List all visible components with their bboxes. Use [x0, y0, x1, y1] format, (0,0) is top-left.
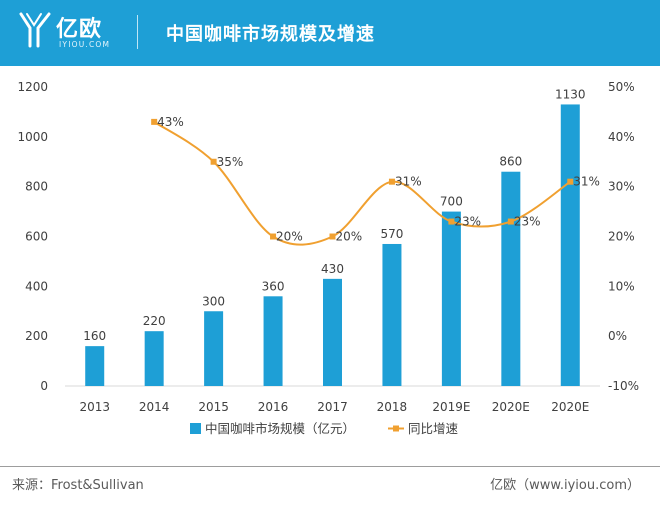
growth-value-label: 35%	[217, 155, 244, 169]
legend-bar-swatch	[190, 423, 201, 434]
x-axis-tick-label: 2019E	[432, 400, 470, 414]
bar-value-label: 430	[321, 262, 344, 276]
header-divider	[137, 15, 138, 49]
x-axis-tick-label: 2020E	[492, 400, 530, 414]
growth-point	[567, 178, 574, 185]
bar-value-label: 1130	[555, 87, 586, 101]
x-axis-tick-label: 2015	[198, 400, 229, 414]
growth-value-label: 23%	[454, 215, 481, 229]
left-axis-tick-label: 400	[25, 279, 48, 293]
footer-divider	[0, 466, 660, 467]
bar	[204, 311, 224, 386]
x-axis-tick-label: 2020E	[551, 400, 589, 414]
right-axis-tick-label: 20%	[608, 230, 635, 244]
left-axis-tick-label: 0	[40, 379, 48, 393]
bar	[323, 278, 342, 386]
right-axis-tick-label: -10%	[608, 379, 639, 393]
growth-point	[388, 178, 395, 185]
bar-value-label: 360	[262, 279, 285, 293]
yiou-logo-icon	[19, 12, 51, 48]
bar	[85, 346, 105, 386]
left-axis-tick-label: 200	[25, 329, 48, 343]
growth-point	[210, 158, 217, 165]
legend-line-marker	[393, 425, 399, 432]
bar	[560, 104, 580, 387]
header-banner: 亿欧 IYIOU.COM 中国咖啡市场规模及增速	[0, 0, 660, 66]
footer-source: 来源：Frost&Sullivan	[12, 478, 144, 493]
growth-value-label: 23%	[514, 215, 541, 229]
x-axis-tick-label: 2016	[258, 400, 289, 414]
growth-point	[507, 218, 514, 225]
growth-point	[329, 233, 336, 240]
growth-value-label: 43%	[157, 115, 184, 129]
left-axis-tick-label: 800	[25, 180, 48, 194]
logo-subtext: IYIOU.COM	[59, 40, 111, 49]
right-axis-tick-label: 40%	[608, 130, 635, 144]
bar	[441, 211, 461, 386]
bar-value-label: 300	[202, 294, 225, 308]
coffee-market-chart: 0 200 400 600 800 1000 1200 -10% 0% 10% 20% 30% 40% 5…	[17, 80, 639, 436]
x-axis-tick-label: 2014	[139, 400, 170, 414]
growth-point	[270, 233, 277, 240]
growth-line	[153, 121, 571, 246]
x-axis-tick-label: 2017	[317, 400, 348, 414]
growth-value-label: 31%	[395, 175, 422, 189]
bar	[382, 243, 402, 386]
bar	[501, 171, 521, 386]
left-axis-tick-label: 1000	[17, 130, 48, 144]
legend-line-label: 同比增速	[408, 421, 459, 436]
bar-value-label: 700	[440, 195, 463, 209]
growth-value-label: 20%	[276, 230, 303, 244]
logo-text: 亿欧	[56, 17, 103, 42]
footer-brand: 亿欧（www.iyiou.com）	[490, 478, 640, 493]
page-title: 中国咖啡市场规模及增速	[166, 24, 375, 45]
bar	[263, 296, 283, 386]
x-axis-tick-label: 2013	[79, 400, 110, 414]
growth-value-label: 20%	[336, 230, 363, 244]
bar-value-label: 860	[499, 155, 522, 169]
right-axis-tick-label: 0%	[608, 329, 627, 343]
bar-value-label: 570	[380, 227, 403, 241]
right-axis-tick-label: 50%	[608, 80, 635, 94]
growth-value-label: 31%	[573, 175, 600, 189]
right-axis-tick-label: 30%	[608, 180, 635, 194]
left-axis-tick-label: 600	[25, 230, 48, 244]
left-axis-tick-label: 1200	[17, 80, 48, 94]
growth-point	[151, 118, 158, 125]
right-axis-tick-label: 10%	[608, 279, 635, 293]
growth-point	[448, 218, 455, 225]
bar-value-label: 220	[143, 314, 166, 328]
bar	[144, 331, 164, 386]
bar-value-label: 160	[83, 329, 106, 343]
legend-bar-label: 中国咖啡市场规模（亿元）	[205, 421, 355, 436]
x-axis-tick-label: 2018	[377, 400, 408, 414]
